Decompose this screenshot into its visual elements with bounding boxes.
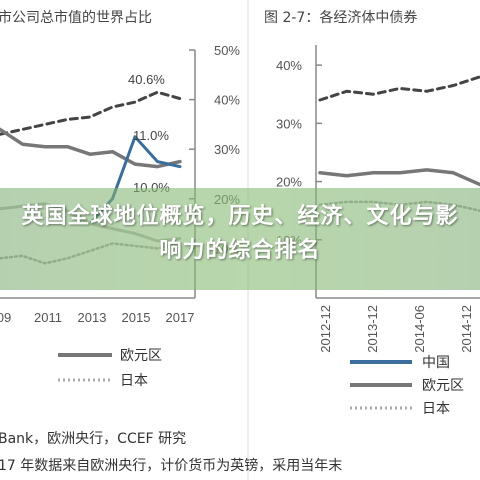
legend-label-euro: 欧元区 [120,348,162,364]
series-line-dashed [318,75,480,102]
x-tick-label: 2014-12 [459,305,474,353]
left-chart-title: 市公司总市值的世界占比 [0,9,152,26]
x-tick-label: 2011 [34,310,62,325]
x-tick-label: 2012-12 [318,305,333,353]
title-banner [0,188,480,290]
series-line-solid-grey [0,127,182,169]
x-tick-label: 2014-06 [412,305,427,353]
source-line-2: 17 年数据来自欧洲央行，计价货币为英镑，采用当年末 [0,457,342,474]
overlay-title: 英国全球地位概览，历史、经济、文化与影响力的综合排名 [21,204,459,263]
legend-label-japan-right: 日本 [422,401,450,417]
x-tick-label: 09 [0,310,11,325]
y-tick-label: 40% [276,58,302,73]
right-legend: 中国 欧元区 日本 [350,355,464,417]
y-tick-label: 20% [276,175,302,190]
x-tick-label: 2013 [78,310,107,325]
legend-label-euro-right: 欧元区 [422,378,464,394]
source-line-1: Bank，欧洲央行，CCEF 研究 [0,431,186,447]
legend-label-china: 中国 [422,355,450,371]
annotation-40-6: 40.6% [128,72,165,87]
y-tick-label: 30% [214,142,240,157]
y-tick-label: 30% [276,116,302,131]
x-tick-label: 2015 [122,310,151,325]
right-chart: 40%30%20%10% 2012-122013-122014-062014-1… [276,45,480,353]
annotation-11-0: 11.0% [133,128,169,143]
y-tick-label: 50% [214,43,240,58]
left-legend: 欧元区 日本 [58,348,162,389]
x-tick-label: 2013-12 [365,305,380,353]
series-line-dashed [0,90,182,136]
x-tick-label: 2017 [166,310,195,325]
right-chart-title: 图 2-7：各经济体中债券 [264,10,417,26]
legend-label-japan: 日本 [120,373,148,389]
series-line-solid-grey [318,168,480,187]
y-tick-label: 40% [214,93,240,108]
